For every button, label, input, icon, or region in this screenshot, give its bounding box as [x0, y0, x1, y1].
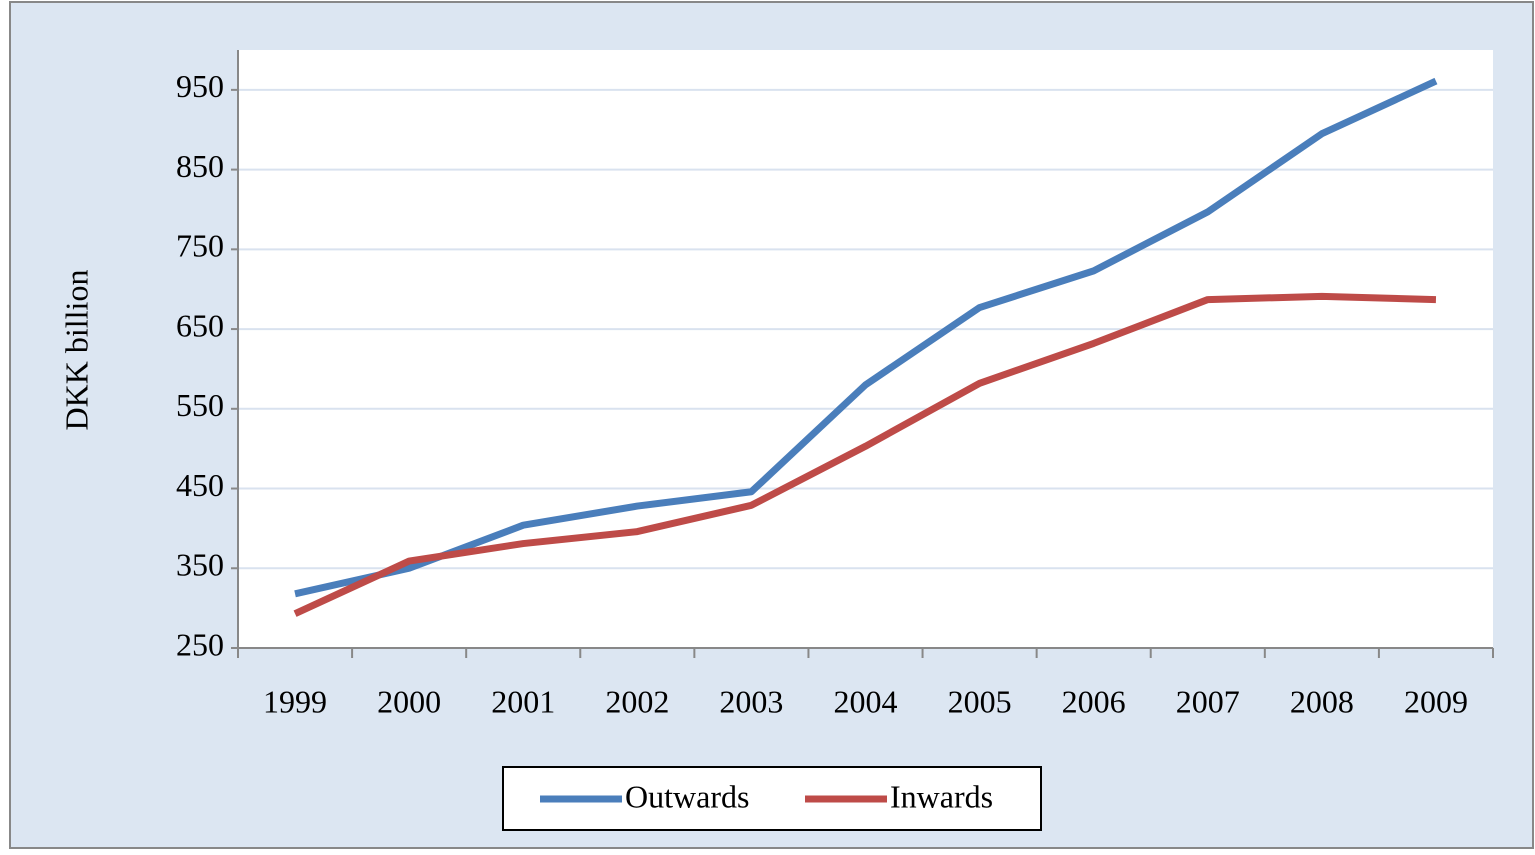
y-tick-label: 750	[176, 228, 224, 264]
legend-label: Outwards	[625, 778, 749, 814]
x-tick-label: 1999	[263, 683, 327, 719]
plot-area	[238, 50, 1493, 648]
x-tick-label: 2002	[605, 683, 669, 719]
line-series	[293, 292, 1437, 617]
line-series	[294, 77, 1438, 598]
legend-label: Inwards	[890, 778, 993, 814]
x-tick-label: 2009	[1404, 683, 1468, 719]
y-tick-label: 950	[176, 68, 224, 104]
x-tick-label: 2003	[719, 683, 783, 719]
y-tick-label: 450	[176, 467, 224, 503]
y-tick-label: 350	[176, 547, 224, 583]
x-tick-label: 2000	[377, 683, 441, 719]
y-axis-title: DKK billion	[58, 270, 94, 431]
x-tick-label: 2004	[834, 683, 898, 719]
y-tick-label: 250	[176, 626, 224, 662]
x-tick-label: 2001	[491, 683, 555, 719]
x-tick-label: 2008	[1290, 683, 1354, 719]
y-tick-label: 550	[176, 387, 224, 423]
y-tick-label: 850	[176, 148, 224, 184]
x-tick-label: 2005	[948, 683, 1012, 719]
x-tick-label: 2006	[1062, 683, 1126, 719]
y-tick-label: 650	[176, 307, 224, 343]
x-tick-label: 2007	[1176, 683, 1240, 719]
